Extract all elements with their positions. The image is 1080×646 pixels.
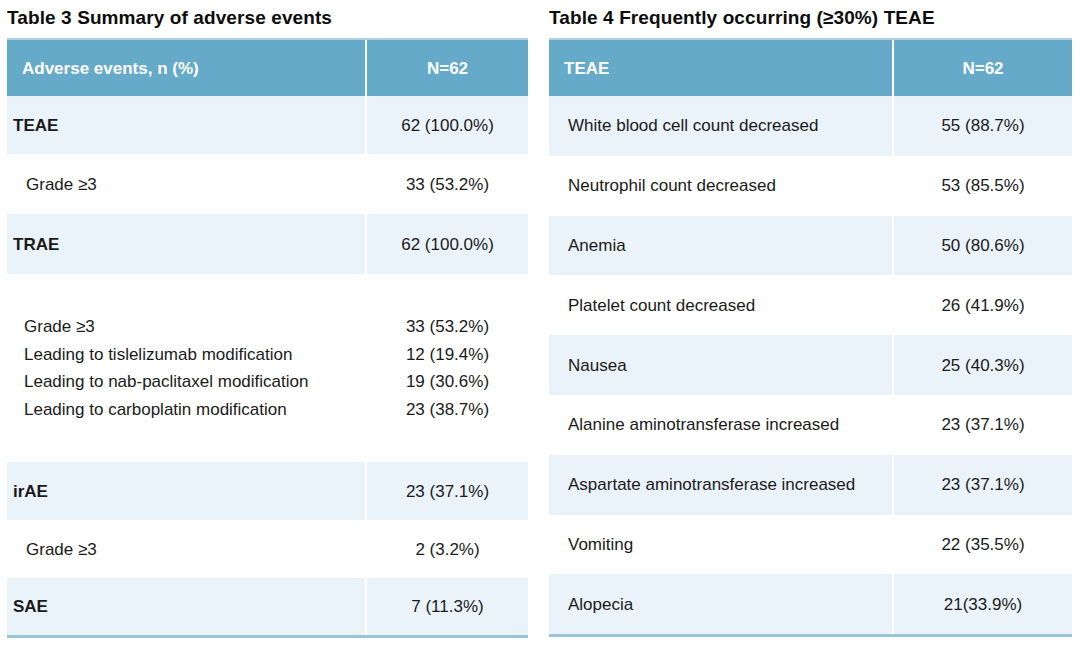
row-value: 53 (85.5%)	[894, 156, 1072, 216]
table-body: TEAE62 (100.0%)Grade ≥333 (53.2%)TRAE62 …	[7, 96, 528, 635]
table-row: Grade ≥3Leading to tislelizumab modifica…	[7, 274, 528, 462]
row-value: 23 (37.1%)	[894, 455, 1072, 515]
row-value: 25 (40.3%)	[894, 335, 1072, 395]
row-value-line: 12 (19.4%)	[406, 341, 489, 369]
table-row: Anemia50 (80.6%)	[549, 216, 1072, 276]
row-label: TRAE	[7, 214, 365, 274]
row-label: Aspartate aminotransferase increased	[549, 455, 892, 515]
table-row: Grade ≥333 (53.2%)	[7, 154, 528, 214]
row-label: White blood cell count decreased	[549, 96, 892, 156]
row-label: Anemia	[549, 216, 892, 276]
row-value-line: 23 (38.7%)	[406, 396, 489, 424]
table-row: Alopecia21(33.9%)	[549, 574, 1072, 634]
table-row: Platelet count decreased26 (41.9%)	[549, 275, 1072, 335]
table-header-row: TEAE N=62	[549, 40, 1072, 96]
row-label-line: Grade ≥3	[24, 313, 95, 341]
table-row: Vomiting22 (35.5%)	[549, 515, 1072, 575]
row-label: SAE	[7, 578, 365, 635]
table-row: Alanine aminotransferase increased23 (37…	[549, 395, 1072, 455]
row-value-line: 33 (53.2%)	[406, 313, 489, 341]
row-value: 7 (11.3%)	[367, 578, 528, 635]
table-row: TRAE62 (100.0%)	[7, 214, 528, 274]
table-row: SAE7 (11.3%)	[7, 578, 528, 635]
frequent-teae-panel: Table 4 Frequently occurring (≥30%) TEAE…	[549, 6, 1072, 637]
adverse-events-summary-panel: Table 3 Summary of adverse events Advers…	[7, 6, 528, 638]
row-label: irAE	[7, 462, 365, 520]
row-label: TEAE	[7, 96, 365, 154]
row-value: 23 (37.1%)	[367, 462, 528, 520]
row-label-line: Leading to nab-paclitaxel modification	[24, 368, 308, 396]
table-row: TEAE62 (100.0%)	[7, 96, 528, 154]
row-label: Alopecia	[549, 574, 892, 634]
row-label: Vomiting	[549, 515, 892, 575]
row-label-line: Leading to carboplatin modification	[24, 396, 287, 424]
page: Table 3 Summary of adverse events Advers…	[0, 0, 1080, 646]
table-body: White blood cell count decreased55 (88.7…	[549, 96, 1072, 634]
row-value: 62 (100.0%)	[367, 214, 528, 274]
row-label: Grade ≥3	[7, 520, 365, 578]
row-value: 33 (53.2%)	[367, 154, 528, 214]
table-3-title: Table 3 Summary of adverse events	[7, 6, 528, 30]
adverse-events-summary-table: Adverse events, n (%) N=62 TEAE62 (100.0…	[7, 38, 528, 638]
row-value: 55 (88.7%)	[894, 96, 1072, 156]
row-value: 26 (41.9%)	[894, 275, 1072, 335]
row-label: Nausea	[549, 335, 892, 395]
table-4-title: Table 4 Frequently occurring (≥30%) TEAE	[549, 6, 1072, 30]
frequent-teae-table: TEAE N=62 White blood cell count decreas…	[549, 38, 1072, 637]
table-row: Grade ≥32 (3.2%)	[7, 520, 528, 578]
row-value-line: 19 (30.6%)	[406, 368, 489, 396]
table-row: Neutrophil count decreased53 (85.5%)	[549, 156, 1072, 216]
row-value: 22 (35.5%)	[894, 515, 1072, 575]
row-label: Neutrophil count decreased	[549, 156, 892, 216]
row-value: 62 (100.0%)	[367, 96, 528, 154]
column-header-n62: N=62	[367, 40, 528, 96]
row-label-line: Leading to tislelizumab modification	[24, 341, 292, 369]
table-row: White blood cell count decreased55 (88.7…	[549, 96, 1072, 156]
row-value: 23 (37.1%)	[894, 395, 1072, 455]
column-header-n62: N=62	[894, 40, 1072, 96]
row-value: 21(33.9%)	[894, 574, 1072, 634]
row-label: Grade ≥3	[7, 154, 365, 214]
row-value: 50 (80.6%)	[894, 216, 1072, 276]
row-label: Grade ≥3Leading to tislelizumab modifica…	[7, 274, 365, 462]
column-header-teae: TEAE	[549, 40, 892, 96]
table-row: irAE23 (37.1%)	[7, 462, 528, 520]
column-header-adverse-events: Adverse events, n (%)	[7, 40, 365, 96]
table-row: Nausea25 (40.3%)	[549, 335, 1072, 395]
row-value: 33 (53.2%)12 (19.4%)19 (30.6%)23 (38.7%)	[367, 274, 528, 462]
row-label: Alanine aminotransferase increased	[549, 395, 892, 455]
table-header-row: Adverse events, n (%) N=62	[7, 40, 528, 96]
table-row: Aspartate aminotransferase increased23 (…	[549, 455, 1072, 515]
row-label: Platelet count decreased	[549, 275, 892, 335]
row-value: 2 (3.2%)	[367, 520, 528, 578]
